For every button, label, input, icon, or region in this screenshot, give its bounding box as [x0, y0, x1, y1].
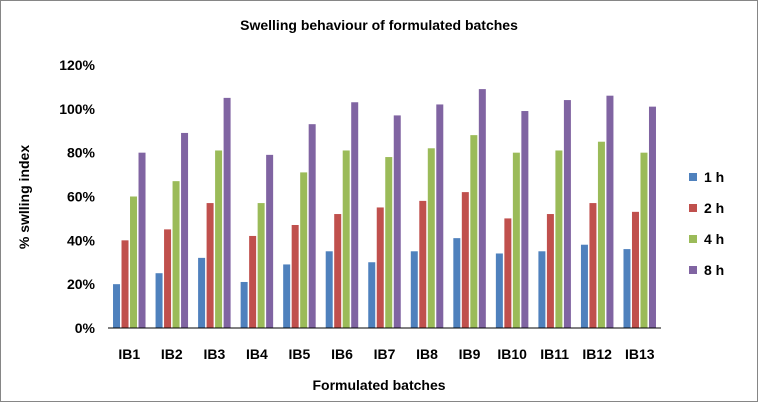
- bar-8h-IB10: [521, 111, 529, 329]
- bar-2h-IB13: [631, 211, 639, 328]
- bar-4h-IB5: [300, 172, 308, 328]
- bar-2h-IB9: [461, 192, 469, 328]
- bar-2h-IB2: [164, 229, 172, 328]
- x-axis-ticks: IB1 IB2 IB3 IB4 IB5 IB6 IB7 IB8 IB9 IB10 IB11 IB12 I…: [118, 346, 654, 362]
- bar-2h-IB4: [249, 235, 257, 328]
- bar-2h-IB8: [419, 200, 427, 328]
- legend: 1 h 2 h 4 h 8 h: [689, 169, 724, 278]
- bar-4h-IB1: [130, 196, 138, 328]
- legend-swatch: [689, 204, 697, 212]
- x-tick-label: IB1: [118, 346, 140, 362]
- bar-1h-IB12: [580, 244, 588, 328]
- y-tick-label: 0%: [75, 320, 96, 336]
- y-tick-label: 60%: [67, 189, 96, 205]
- bar-1h-IB3: [198, 257, 206, 328]
- bar-4h-IB11: [555, 150, 563, 328]
- bar-4h-IB10: [512, 152, 520, 328]
- bar-4h-IB8: [427, 148, 435, 328]
- x-tick-label: IB12: [582, 346, 612, 362]
- bar-8h-IB2: [181, 132, 189, 328]
- y-axis-title: % swlling index: [16, 145, 32, 249]
- bar-4h-IB9: [470, 135, 478, 328]
- bar-2h-IB11: [546, 214, 554, 328]
- legend-swatch: [689, 235, 697, 243]
- bar-2h-IB1: [121, 240, 129, 328]
- bar-8h-IB1: [138, 152, 146, 328]
- bar-1h-IB7: [368, 262, 376, 328]
- bar-8h-IB12: [606, 95, 614, 328]
- x-tick-label: IB9: [459, 346, 481, 362]
- x-tick-label: IB10: [497, 346, 527, 362]
- bar-8h-IB6: [351, 102, 359, 328]
- bar-8h-IB3: [223, 97, 231, 328]
- legend-label: 1 h: [704, 169, 724, 185]
- x-tick-label: IB13: [625, 346, 655, 362]
- bar-1h-IB8: [410, 251, 418, 328]
- bar-4h-IB2: [172, 181, 180, 328]
- bar-8h-IB5: [308, 124, 316, 328]
- legend-label: 4 h: [704, 231, 724, 247]
- bar-1h-IB4: [240, 281, 248, 328]
- x-tick-label: IB5: [289, 346, 311, 362]
- bar-2h-IB3: [206, 203, 214, 328]
- x-tick-label: IB3: [203, 346, 225, 362]
- bar-4h-IB12: [597, 141, 605, 328]
- x-tick-label: IB8: [416, 346, 438, 362]
- bar-8h-IB8: [436, 104, 444, 328]
- bar-series: [113, 89, 656, 329]
- bar-4h-IB3: [215, 150, 223, 328]
- bar-2h-IB7: [376, 207, 384, 328]
- bar-8h-IB4: [266, 154, 274, 328]
- bar-1h-IB13: [623, 249, 631, 328]
- legend-swatch: [689, 266, 697, 274]
- y-tick-label: 120%: [59, 57, 95, 73]
- bar-2h-IB5: [291, 224, 299, 328]
- chart-title: Swelling behaviour of formulated batches: [240, 17, 518, 33]
- bar-1h-IB5: [283, 264, 291, 328]
- bar-1h-IB11: [538, 251, 546, 328]
- x-tick-label: IB6: [331, 346, 353, 362]
- bar-8h-IB11: [563, 100, 571, 328]
- x-tick-label: IB7: [374, 346, 396, 362]
- bar-4h-IB13: [640, 152, 648, 328]
- bar-1h-IB6: [325, 251, 333, 328]
- x-tick-label: IB2: [161, 346, 183, 362]
- bar-2h-IB6: [334, 214, 342, 328]
- legend-label: 8 h: [704, 262, 724, 278]
- legend-label: 2 h: [704, 200, 724, 216]
- y-tick-label: 20%: [67, 276, 96, 292]
- x-axis-title: Formulated batches: [312, 377, 445, 393]
- legend-swatch: [689, 173, 697, 181]
- bar-2h-IB10: [504, 218, 512, 328]
- bar-8h-IB13: [648, 106, 656, 329]
- bar-1h-IB1: [113, 284, 121, 328]
- bar-1h-IB10: [495, 253, 503, 328]
- bar-8h-IB9: [478, 89, 486, 328]
- bar-1h-IB9: [453, 238, 461, 328]
- y-axis-ticks: 0% 20% 40% 60% 80% 100% 120%: [59, 57, 95, 336]
- y-tick-label: 80%: [67, 145, 96, 161]
- bar-4h-IB6: [342, 150, 350, 328]
- bar-2h-IB12: [589, 203, 597, 328]
- y-tick-label: 100%: [59, 101, 95, 117]
- bar-1h-IB2: [155, 273, 163, 328]
- bar-8h-IB7: [393, 115, 401, 329]
- x-tick-label: IB11: [540, 346, 569, 362]
- bar-4h-IB4: [257, 203, 265, 328]
- x-tick-label: IB4: [246, 346, 268, 362]
- bar-4h-IB7: [385, 157, 393, 328]
- y-tick-label: 40%: [67, 232, 96, 248]
